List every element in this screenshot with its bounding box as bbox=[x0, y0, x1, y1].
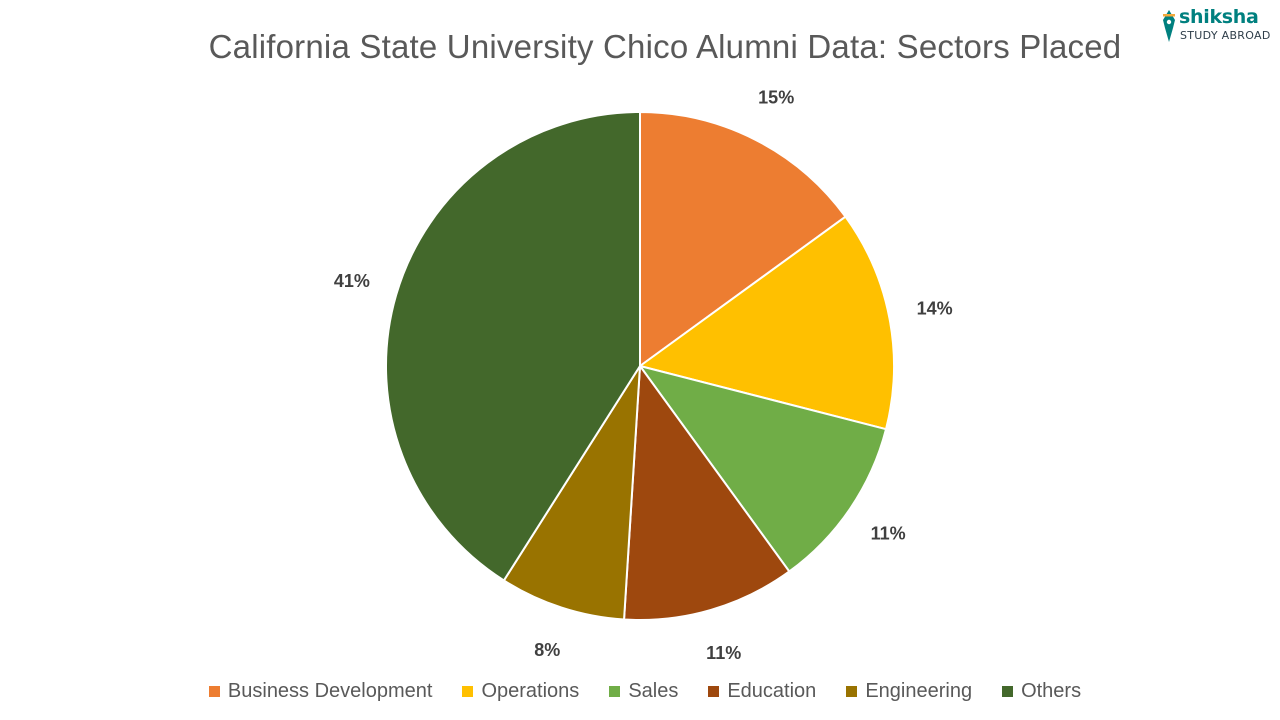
legend-swatch bbox=[609, 686, 621, 697]
legend-label: Business Development bbox=[227, 680, 433, 702]
legend-swatch bbox=[1002, 686, 1014, 697]
legend-label: Education bbox=[727, 680, 817, 702]
logo-brand-text: shiksha bbox=[1179, 6, 1259, 28]
legend-label: Engineering bbox=[865, 680, 973, 702]
data-label-sales: 11% bbox=[871, 523, 906, 543]
data-label-operations: 14% bbox=[917, 299, 953, 319]
pie-slice-others bbox=[385, 110, 641, 582]
pen-nib-icon bbox=[1163, 10, 1175, 42]
legend-swatch bbox=[462, 686, 474, 697]
legend-swatch bbox=[708, 686, 720, 697]
legend-label: Operations bbox=[481, 680, 580, 702]
legend-swatch bbox=[208, 686, 220, 697]
logo-tagline: STUDY ABROAD bbox=[1180, 29, 1271, 42]
data-label-engineering: 8% bbox=[534, 640, 560, 660]
pie-slice-education bbox=[622, 363, 791, 621]
legend-item-engineering: Engineering bbox=[846, 680, 972, 703]
chart-legend: Business Development Operations Sales Educa… bbox=[0, 680, 1280, 703]
legend-label: Others bbox=[1021, 680, 1082, 702]
legend-item-others: Others bbox=[1002, 680, 1081, 703]
legend-swatch bbox=[846, 686, 858, 697]
data-label-others: 41% bbox=[334, 271, 370, 291]
pie-slice-business-development bbox=[639, 110, 847, 368]
legend-label: Sales bbox=[628, 680, 679, 702]
legend-item-business-development: Business Development bbox=[208, 680, 433, 703]
legend-item-operations: Operations bbox=[462, 680, 579, 703]
legend-item-sales: Sales bbox=[609, 680, 678, 703]
pie-slice-operations bbox=[637, 215, 895, 431]
shiksha-logo: shiksha STUDY ABROAD bbox=[1158, 6, 1271, 46]
chart-title: California State University Chico Alumni… bbox=[208, 28, 1122, 65]
pie-slice-sales bbox=[637, 364, 888, 573]
data-label-business-development: 15% bbox=[758, 87, 794, 107]
legend-item-education: Education bbox=[708, 680, 816, 703]
data-label-education: 11% bbox=[706, 643, 741, 663]
pie-slice-engineering bbox=[502, 365, 641, 621]
